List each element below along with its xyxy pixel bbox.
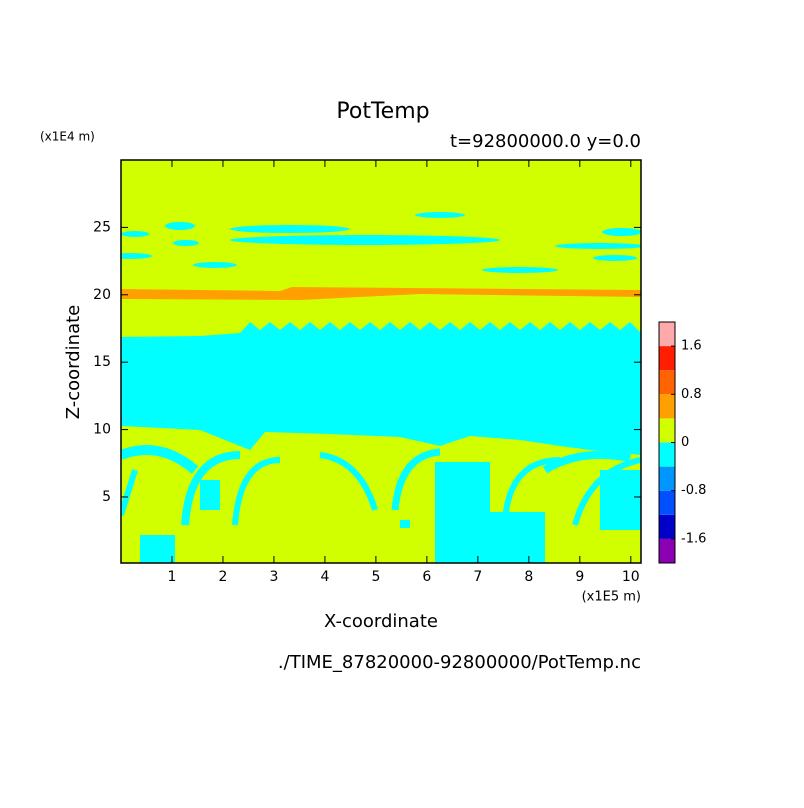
y-unit: (x1E4 m) [40,130,95,144]
chart-title: PotTemp [336,99,429,124]
colorbar-cell [659,538,675,563]
contour-fill [121,469,138,516]
contour-fill [121,322,641,455]
x-unit: (x1E5 m) [582,590,641,605]
contour-fill [593,255,637,261]
colorbar-cell [659,370,675,395]
x-tick-label: 6 [422,569,431,585]
contour-fill [232,457,281,526]
contour-fill [482,267,558,273]
contour-fill [542,450,631,474]
contour-fill [435,462,490,563]
contour-fill [415,212,465,218]
colorbar-tick-label: -0.8 [681,483,706,498]
contour-fill [121,445,199,474]
colorbar-cell [659,394,675,419]
x-tick-label: 1 [168,569,177,585]
contour-fill [165,222,195,230]
contour-fill [319,452,378,511]
contour-fill [121,253,152,259]
contour-fill [140,535,175,563]
field [121,160,641,563]
x-tick-label: 10 [622,569,640,585]
contour-fill [502,457,561,521]
y-tick-label: 15 [93,354,111,370]
x-tick-label: 7 [473,569,482,585]
x-tick-label: 9 [575,569,584,585]
contour-fill [121,231,149,237]
contour-fill [230,225,350,233]
contour-fill [572,457,641,526]
colorbar-tick-label: -1.6 [681,531,706,546]
colorbar-cell [659,322,675,347]
footer: ./TIME_87820000-92800000/PotTemp.nc [278,652,641,673]
colorbar-cell [659,418,675,443]
contour-fill [391,448,441,511]
contour-fill [230,235,500,245]
contour-fill [400,520,410,528]
contour-fill [200,480,220,510]
contour-fill [602,228,641,236]
colorbar-cell [659,514,675,539]
y-tick-label: 10 [93,422,111,438]
contour-fill [490,512,545,563]
contour-fill [600,470,641,530]
colorbar-cell [659,466,675,491]
x-tick-label: 3 [269,569,278,585]
y-tick-label: 25 [93,219,111,235]
colorbar-tick-label: 1.6 [681,339,702,354]
colorbar-tick-label: 0.8 [681,387,702,402]
contour-fill [193,262,237,268]
contour-fill [121,287,641,300]
x-tick-label: 4 [320,569,329,585]
x-axis-label: X-coordinate [324,611,438,632]
contour-fill [181,451,241,526]
x-tick-label: 2 [218,569,227,585]
colorbar-cell [659,490,675,515]
colorbar-cell [659,442,675,467]
x-tick-label: 8 [524,569,533,585]
chart-subtitle: t=92800000.0 y=0.0 [450,131,641,152]
y-tick-label: 5 [102,489,111,505]
y-axis-label: Z-coordinate [63,305,84,420]
colorbar-tick-label: 0 [681,435,689,450]
colorbar-cell [659,346,675,371]
contour-fill [173,240,199,246]
x-tick-label: 5 [371,569,380,585]
plot-frame [120,159,642,564]
contour-fill [555,243,641,249]
y-tick-label: 20 [93,287,111,303]
